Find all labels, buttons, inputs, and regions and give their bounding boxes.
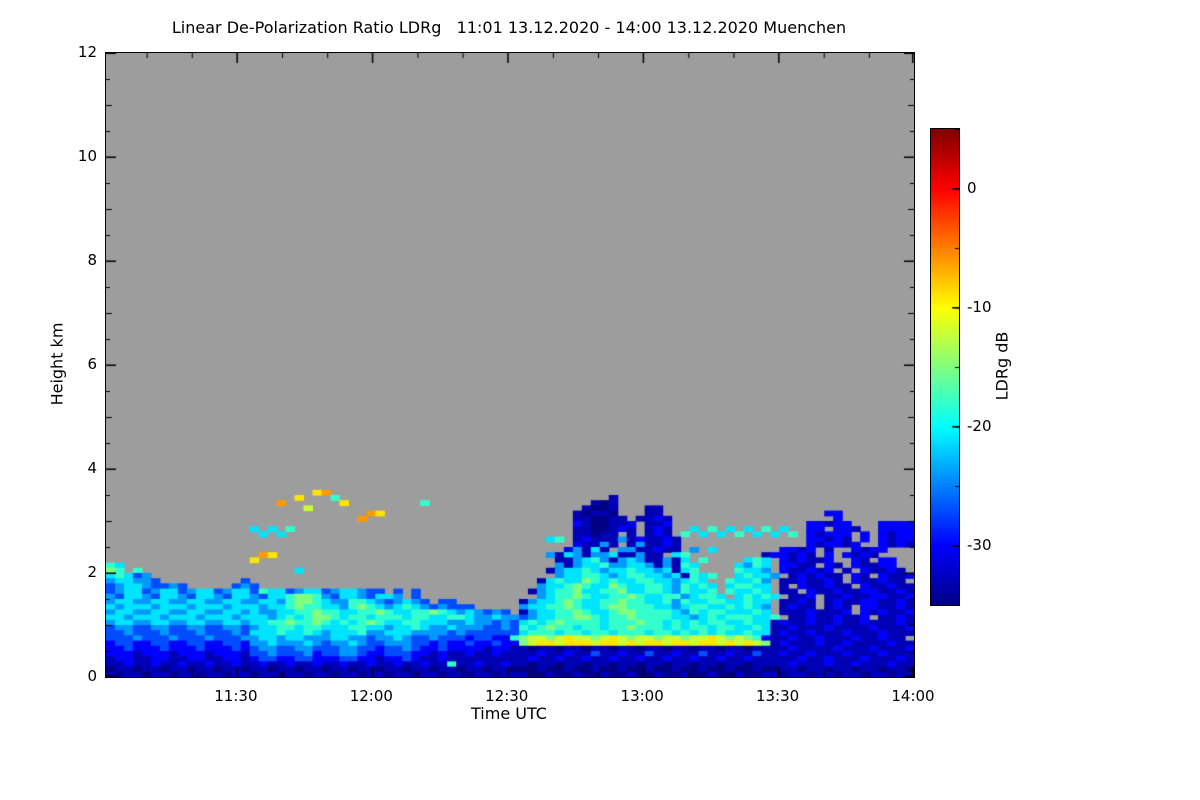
x-tick-label: 12:00 — [349, 687, 393, 705]
colorbar-tick-label: 0 — [967, 178, 977, 197]
x-tick-label: 11:30 — [214, 687, 258, 705]
colorbar-tick-label: -30 — [967, 535, 992, 554]
x-tick-label: 12:30 — [485, 687, 529, 705]
heatmap-canvas — [106, 53, 914, 677]
y-tick-label: 12 — [77, 43, 97, 61]
plot-area — [105, 52, 915, 678]
colorbar-canvas — [931, 129, 959, 605]
x-axis-label: Time UTC — [471, 704, 547, 723]
x-tick-label: 14:00 — [891, 687, 935, 705]
y-tick-label: 4 — [87, 459, 97, 477]
chart-title: Linear De-Polarization Ratio LDRg 11:01 … — [171, 18, 847, 37]
y-tick-label: 10 — [77, 147, 97, 165]
colorbar-label: LDRg dB — [992, 331, 1012, 401]
y-tick-label: 6 — [87, 355, 97, 373]
colorbar-tick-label: -20 — [967, 416, 992, 435]
x-tick-label: 13:30 — [755, 687, 800, 705]
y-tick-label: 0 — [87, 667, 97, 685]
y-tick-label: 2 — [87, 563, 97, 581]
colorbar-tick-label: -10 — [967, 297, 992, 316]
y-tick-label: 8 — [87, 251, 97, 269]
x-tick-label: 13:00 — [620, 687, 664, 705]
colorbar — [930, 128, 960, 606]
